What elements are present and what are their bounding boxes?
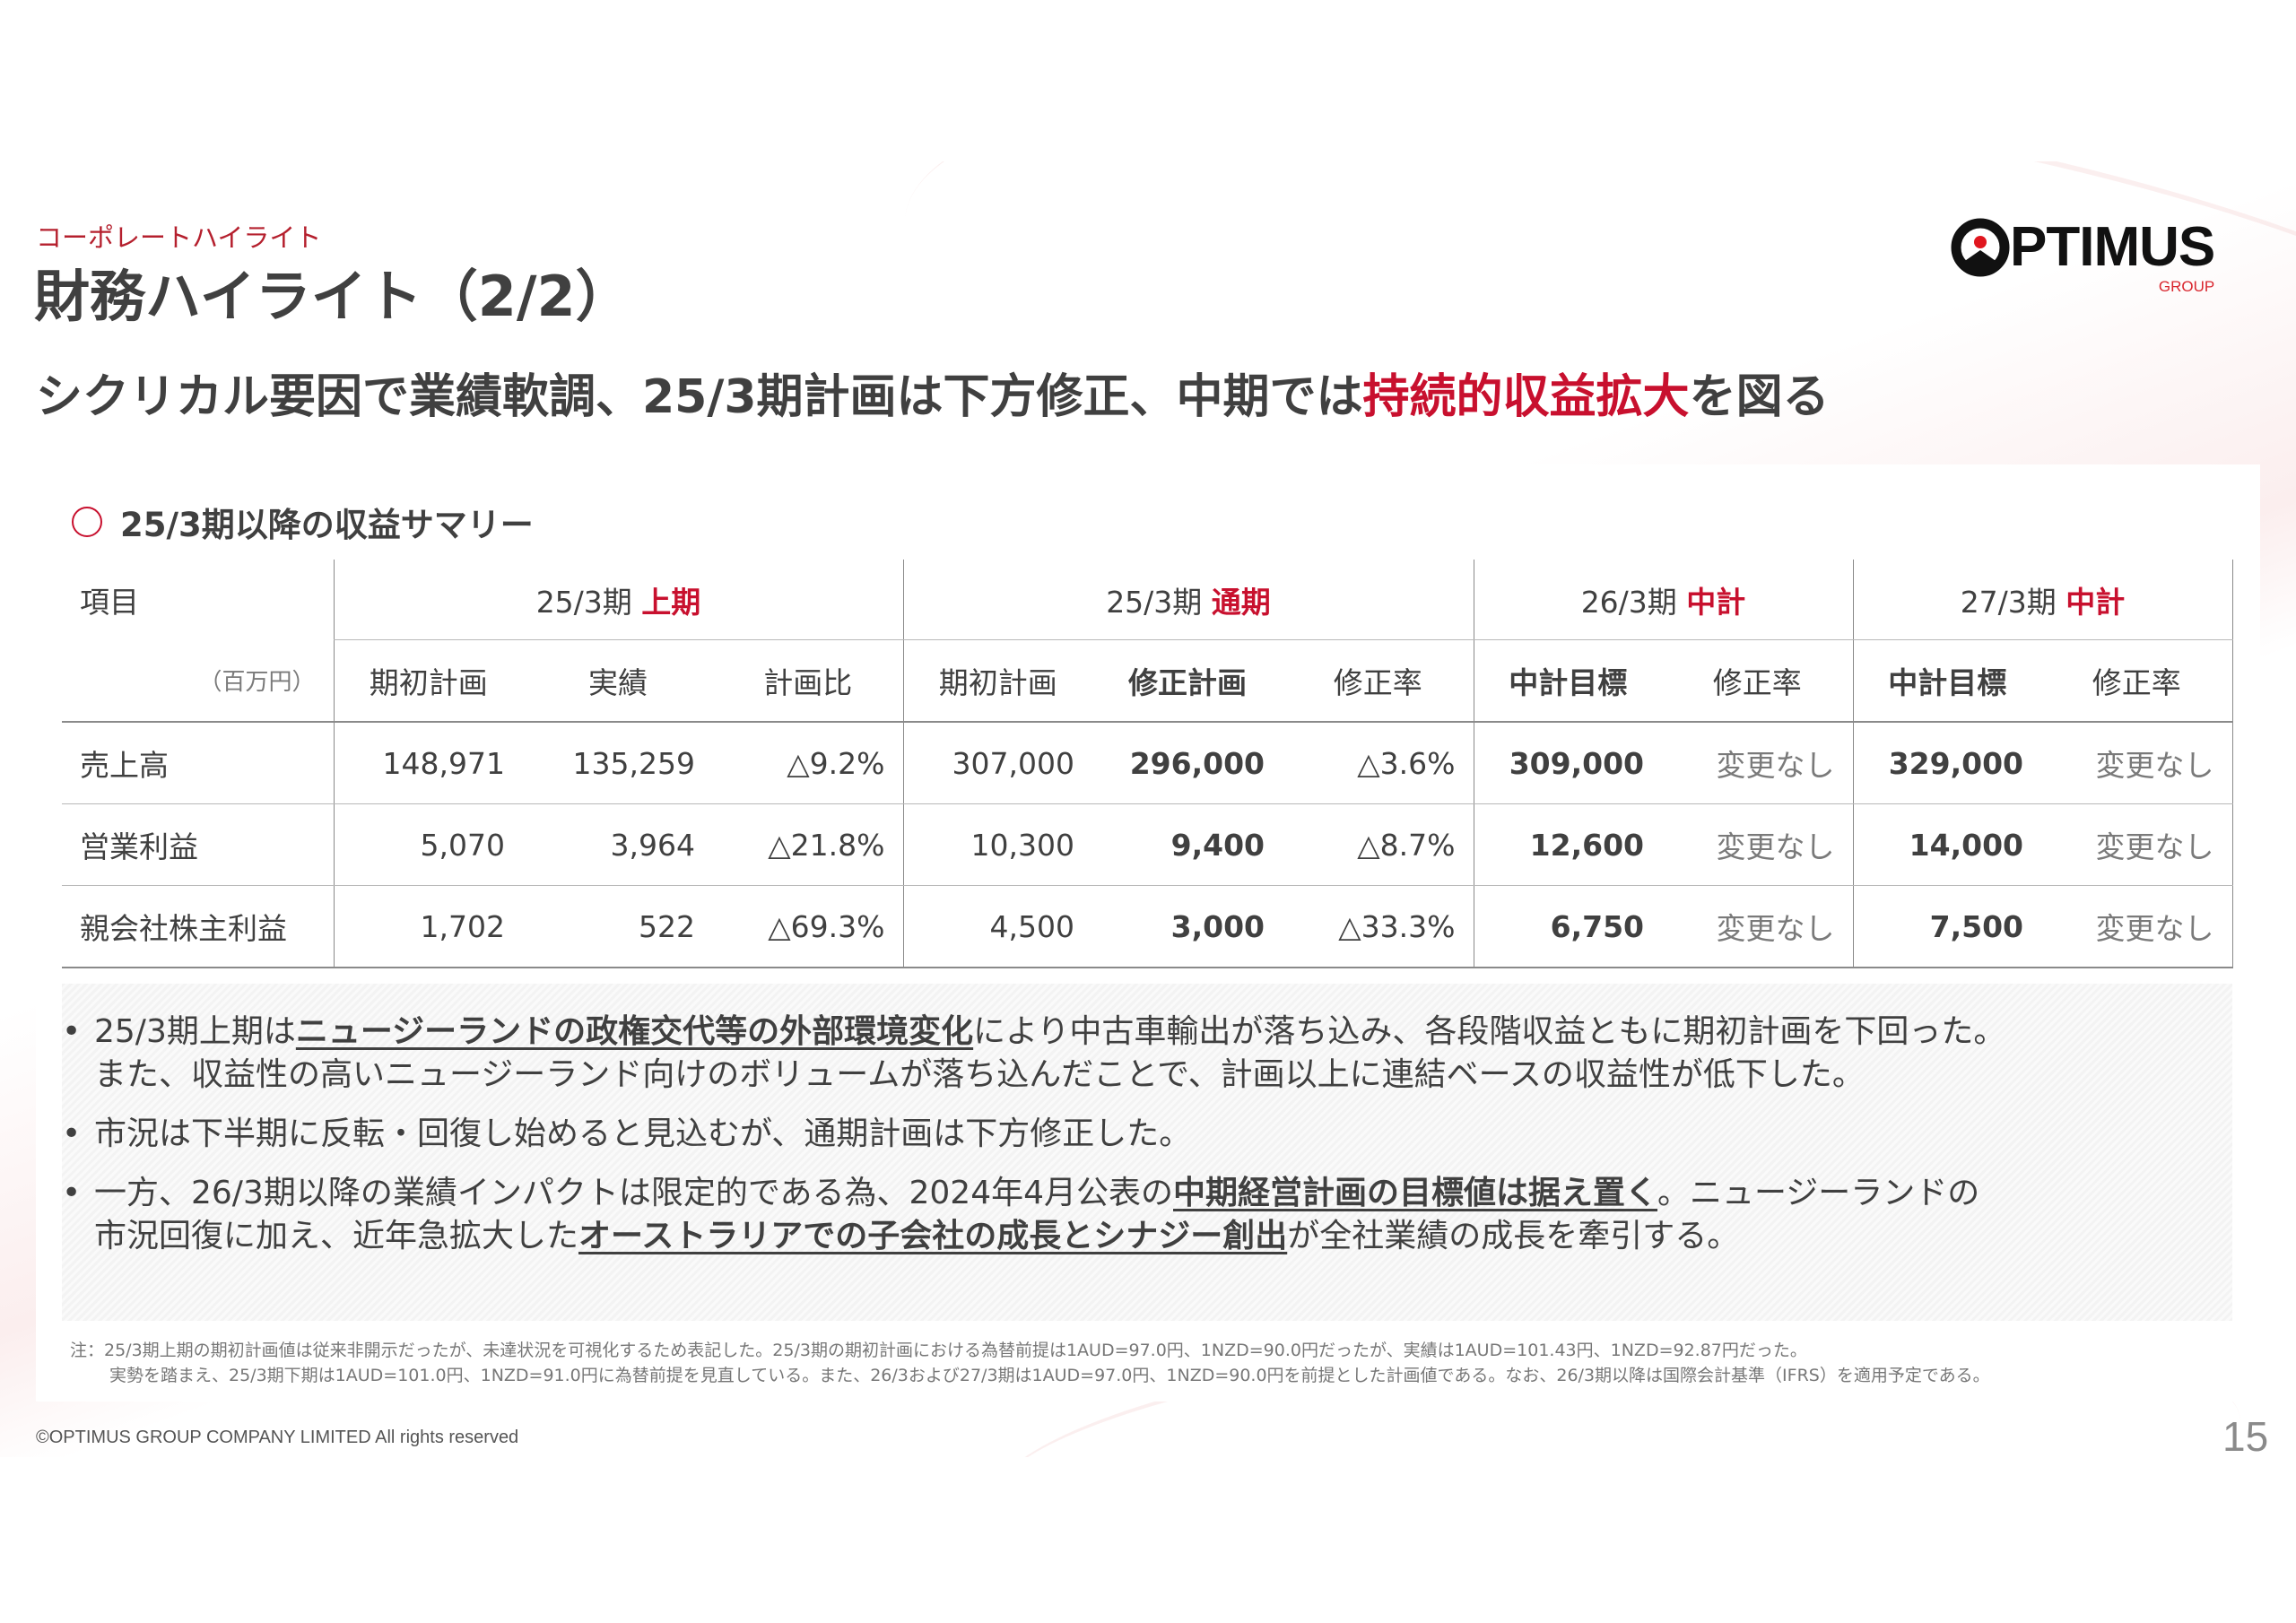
table-cell: 変更なし bbox=[1662, 885, 1853, 968]
bullet-dot-icon: • bbox=[62, 1115, 82, 1152]
page-number: 15 bbox=[2222, 1413, 2269, 1457]
bullet-dot-icon: • bbox=[62, 1175, 82, 1211]
table-group-header-row: 項目 25/3期 上期 25/3期 通期 26/3期 中計 27/3期 中計 bbox=[62, 560, 2233, 640]
group-header: 25/3期 通期 bbox=[902, 560, 1474, 640]
group-header: 27/3期 中計 bbox=[1852, 560, 2233, 640]
table-cell: 1,702 bbox=[333, 885, 523, 968]
table-cell: △21.8% bbox=[713, 803, 903, 886]
table-cell: 3,000 bbox=[1092, 885, 1283, 968]
text: 。ニュージーランドの bbox=[1657, 1175, 1980, 1211]
group-header: 26/3期 中計 bbox=[1473, 560, 1853, 640]
column-header: 中計目標 bbox=[1473, 639, 1662, 723]
table-cell: 148,971 bbox=[333, 722, 523, 804]
bullet-text: 一方、26/3期以降の業績インパクトは限定的である為、2024年4月公表の中期経… bbox=[94, 1172, 1979, 1215]
bullet-text: 市況回復に加え、近年急拡大したオーストラリアでの子会社の成長とシナジー創出が全社… bbox=[94, 1215, 1739, 1258]
table-cell: 5,070 bbox=[333, 803, 523, 886]
table-cell: 変更なし bbox=[1662, 722, 1853, 804]
column-header: 修正率 bbox=[2041, 639, 2233, 723]
column-header: 計画比 bbox=[713, 639, 903, 723]
table-cell: 3,964 bbox=[523, 803, 713, 886]
bullet-text: また、収益性の高いニュージーランド向けのボリュームが落ち込んだことで、計画以上に… bbox=[94, 1054, 1865, 1097]
commentary-box: • 25/3期上期はニュージーランドの政権交代等の外部環境変化により中古車輸出が落… bbox=[62, 984, 2232, 1321]
row-label: 営業利益 bbox=[62, 803, 334, 886]
table-cell: 522 bbox=[523, 885, 713, 968]
circle-icon bbox=[72, 507, 102, 537]
company-logo: PTIMUS GROUP bbox=[1951, 215, 2215, 295]
logo-word: PTIMUS bbox=[2010, 216, 2215, 278]
headline-emphasis: 持続的収益拡大 bbox=[1362, 370, 1690, 424]
footnote-line: 実勢を踏まえ、25/3期下期は1AUD=101.0円、1NZD=91.0円に為替… bbox=[109, 1366, 1990, 1385]
section-heading: 25/3期以降の収益サマリー bbox=[72, 498, 534, 546]
table-cell: △69.3% bbox=[713, 885, 903, 968]
table-row: 親会社株主利益 1,702 522 △69.3% 4,500 3,000 △33.3% 6,7… bbox=[62, 885, 2233, 968]
section-kicker: コーポレートハイライト bbox=[36, 222, 322, 253]
column-header: 中計目標 bbox=[1852, 639, 2041, 723]
table-cell: 変更なし bbox=[2041, 885, 2233, 968]
table-cell: 9,400 bbox=[1092, 803, 1283, 886]
table-cell: △33.3% bbox=[1283, 885, 1474, 968]
table-cell: △8.7% bbox=[1283, 803, 1474, 886]
bullet-text: 25/3期上期はニュージーランドの政権交代等の外部環境変化により中古車輸出が落ち… bbox=[94, 1011, 2005, 1054]
text: により中古車輸出が落ち込み、各段階収益ともに期初計画を下回った。 bbox=[973, 1013, 2006, 1050]
emphasis-text: オーストラリアでの子会社の成長とシナジー創出 bbox=[578, 1218, 1288, 1254]
column-header: 修正率 bbox=[1283, 639, 1474, 723]
table-cell: 6,750 bbox=[1473, 885, 1662, 968]
footnote-line: 注：25/3期上期の期初計画値は従来非開示だったが、未達状況を可視化するため表記… bbox=[70, 1341, 1807, 1360]
table-cell: 変更なし bbox=[1662, 803, 1853, 886]
table-cell: 296,000 bbox=[1092, 722, 1283, 804]
table-column-header-row: （百万円） 期初計画 実績 計画比 期初計画 修正計画 修正率 中計目標 修正率… bbox=[62, 639, 2233, 723]
column-header: 修正率 bbox=[1662, 639, 1853, 723]
table-cell: 4,500 bbox=[902, 885, 1092, 968]
table-row: 営業利益 5,070 3,964 △21.8% 10,300 9,400 △8.7% 12,6… bbox=[62, 803, 2233, 886]
copyright: ©OPTIMUS GROUP COMPANY LIMITED All right… bbox=[36, 1428, 519, 1447]
logo-group: GROUP bbox=[2158, 278, 2215, 295]
emphasis-text: ニュージーランドの政権交代等の外部環境変化 bbox=[295, 1013, 974, 1050]
column-header: 期初計画 bbox=[333, 639, 523, 723]
table-cell: △9.2% bbox=[713, 722, 903, 804]
column-header: 実績 bbox=[523, 639, 713, 723]
table-cell: 変更なし bbox=[2041, 803, 2233, 886]
page-title: 財務ハイライト（2/2） bbox=[34, 264, 631, 329]
table-cell: 309,000 bbox=[1473, 722, 1662, 804]
row-label: 売上高 bbox=[62, 722, 334, 804]
slide: コーポレートハイライト 財務ハイライト（2/2） PTIMUS GROUP シク… bbox=[0, 161, 2296, 1457]
table-cell: 12,600 bbox=[1473, 803, 1662, 886]
headline-text: シクリカル要因で業績軟調、25/3期計画は下方修正、中期では bbox=[36, 370, 1363, 424]
text: が全社業績の成長を牽引する。 bbox=[1287, 1218, 1740, 1254]
text: 市況は下半期に反転・回復し始めると見込むが、通期計画は下方修正した。 bbox=[94, 1115, 1192, 1152]
bullet-text: 市況は下半期に反転・回復し始めると見込むが、通期計画は下方修正した。 bbox=[94, 1113, 1191, 1156]
table-cell: 329,000 bbox=[1852, 722, 2041, 804]
table-cell: 7,500 bbox=[1852, 885, 2041, 968]
table-cell: △3.6% bbox=[1283, 722, 1474, 804]
footnote: 注：25/3期上期の期初計画値は従来非開示だったが、未達状況を可視化するため表記… bbox=[70, 1338, 1990, 1388]
logo-mark-icon bbox=[1951, 218, 2010, 276]
group-header: 25/3期 上期 bbox=[333, 560, 903, 640]
table-row: 売上高 148,971 135,259 △9.2% 307,000 296,000 △3.6… bbox=[62, 722, 2233, 804]
table-cell: 135,259 bbox=[523, 722, 713, 804]
emphasis-text: 中期経営計画の目標値は据え置く bbox=[1173, 1175, 1658, 1211]
headline: シクリカル要因で業績軟調、25/3期計画は下方修正、中期では持続的収益拡大を図る bbox=[36, 359, 1830, 426]
column-header: 期初計画 bbox=[902, 639, 1092, 723]
section-title: 25/3期以降の収益サマリー bbox=[120, 506, 534, 544]
text: また、収益性の高いニュージーランド向けのボリュームが落ち込んだことで、計画以上に… bbox=[94, 1056, 1865, 1093]
unit-label: （百万円） bbox=[62, 639, 334, 723]
text: 市況回復に加え、近年急拡大した bbox=[94, 1218, 579, 1254]
text: 一方、26/3期以降の業績インパクトは限定的である為、2024年4月公表の bbox=[94, 1175, 1174, 1211]
table-cell: 307,000 bbox=[902, 722, 1092, 804]
revenue-summary-table: 項目 25/3期 上期 25/3期 通期 26/3期 中計 27/3期 中計 （… bbox=[62, 560, 2233, 968]
text: 25/3期上期は bbox=[94, 1013, 296, 1050]
item-header: 項目 bbox=[80, 584, 139, 620]
table-cell: 変更なし bbox=[2041, 722, 2233, 804]
table-cell: 10,300 bbox=[902, 803, 1092, 886]
row-label: 親会社株主利益 bbox=[62, 885, 334, 968]
table-cell: 14,000 bbox=[1852, 803, 2041, 886]
column-header: 修正計画 bbox=[1092, 639, 1283, 723]
headline-suffix: を図る bbox=[1689, 370, 1830, 424]
bullet-dot-icon: • bbox=[62, 1013, 82, 1050]
